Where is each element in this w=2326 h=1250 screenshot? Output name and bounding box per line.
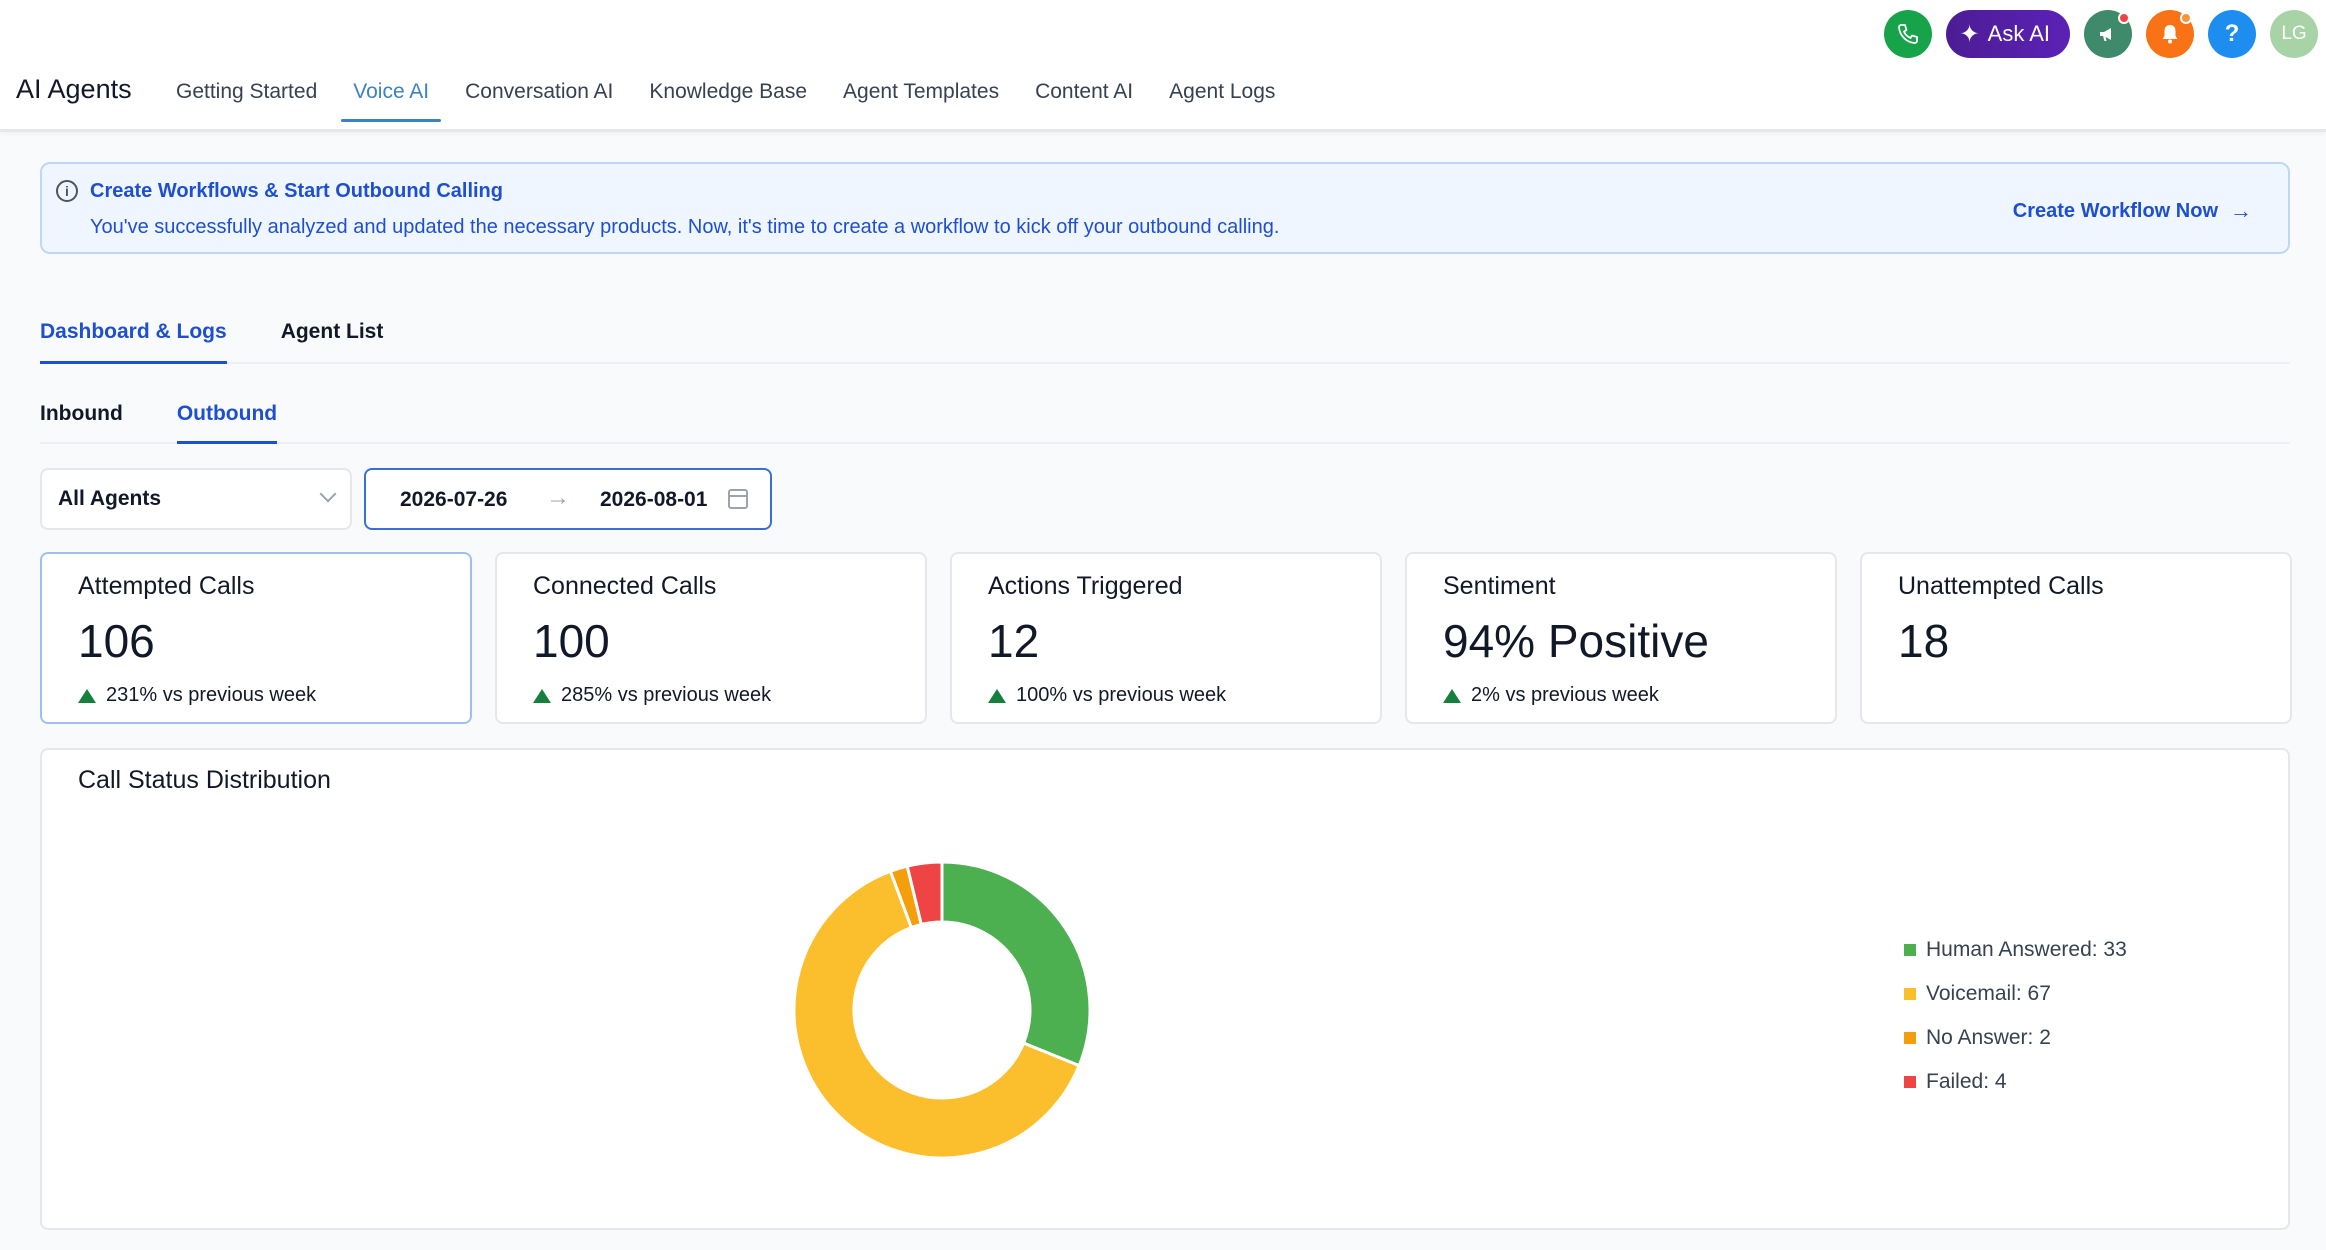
top-bar: AI Agents Getting Started Voice AI Conve… — [0, 0, 2326, 132]
donut-slice-human-answered[interactable] — [940, 860, 1092, 1068]
stat-value: 18 — [1898, 615, 1950, 667]
stat-delta: 2% vs previous week — [1443, 684, 1659, 707]
stat-label: Actions Triggered — [988, 572, 1183, 600]
info-banner: i Create Workflows & Start Outbound Call… — [40, 162, 2290, 254]
banner-title: Create Workflows & Start Outbound Callin… — [90, 180, 503, 202]
nav-conversation-ai[interactable]: Conversation AI — [465, 80, 614, 103]
trend-up-icon — [988, 688, 1006, 703]
stat-delta: 100% vs previous week — [988, 684, 1226, 707]
nav-content-ai[interactable]: Content AI — [1035, 80, 1134, 103]
direction-tabs: Inbound Outbound — [40, 382, 2290, 444]
stat-delta-text: 231% vs previous week — [106, 684, 317, 706]
stat-card-sentiment[interactable]: Sentiment 94% Positive 2% vs previous we… — [1405, 552, 1837, 724]
phone-button[interactable] — [1883, 10, 1932, 58]
call-status-chart: Call Status Distribution Human Answered:… — [40, 748, 2290, 1230]
donut-chart — [792, 860, 1092, 1160]
avatar-initials: LG — [2281, 23, 2307, 44]
ask-ai-button[interactable]: ✦ Ask AI — [1945, 10, 2070, 58]
chart-title: Call Status Distribution — [78, 766, 331, 794]
main-nav: Getting Started Voice AI Conversation AI… — [160, 66, 1295, 122]
phone-icon — [1897, 24, 1918, 44]
notification-dot — [2118, 12, 2130, 24]
create-workflow-label: Create Workflow Now — [2012, 199, 2218, 222]
tab-outbound[interactable]: Outbound — [176, 382, 278, 444]
stat-delta-text: 285% vs previous week — [561, 684, 772, 706]
avatar[interactable]: LG — [2270, 10, 2318, 58]
legend-label: Failed: 4 — [1926, 1070, 2007, 1093]
donut-slice-voicemail[interactable] — [792, 869, 1082, 1160]
legend-label: Voicemail: 67 — [1926, 982, 2051, 1005]
stat-card-connected-calls[interactable]: Connected Calls 100 285% vs previous wee… — [495, 552, 927, 724]
main-tabs: Dashboard & Logs Agent List — [40, 300, 2290, 364]
nav-agent-templates[interactable]: Agent Templates — [843, 80, 1000, 103]
stat-label: Unattempted Calls — [1898, 572, 2104, 600]
legend-item-voicemail[interactable]: Voicemail: 67 — [1904, 972, 2127, 1016]
trend-up-icon — [78, 688, 96, 703]
stat-delta-text: 100% vs previous week — [1016, 684, 1227, 706]
stat-label: Connected Calls — [533, 572, 717, 600]
agent-select[interactable]: All Agents — [40, 468, 352, 530]
stat-label: Sentiment — [1443, 572, 1556, 600]
nav-knowledge-base[interactable]: Knowledge Base — [649, 80, 808, 103]
stat-value: 100 — [533, 615, 610, 667]
app-title: AI Agents — [16, 74, 132, 104]
legend-label: No Answer: 2 — [1926, 1026, 2051, 1049]
legend-swatch — [1904, 1076, 1916, 1088]
legend-swatch — [1904, 988, 1916, 1000]
date-range-picker[interactable]: 2026-07-26 → 2026-08-01 — [364, 468, 772, 530]
legend-item-failed[interactable]: Failed: 4 — [1904, 1060, 2127, 1104]
bell-icon — [2162, 25, 2178, 44]
nav-getting-started[interactable]: Getting Started — [176, 80, 318, 103]
notifications-button[interactable] — [2146, 10, 2194, 58]
nav-voice-ai[interactable]: Voice AI — [337, 66, 445, 122]
banner-text: You've successfully analyzed and updated… — [90, 216, 1280, 238]
stat-value: 94% Positive — [1443, 615, 1709, 667]
legend-item-human-answered[interactable]: Human Answered: 33 — [1904, 928, 2127, 972]
trend-up-icon — [1443, 688, 1461, 703]
sparkle-icon: ✦ — [1959, 20, 1980, 48]
tab-dashboard-logs[interactable]: Dashboard & Logs — [40, 300, 227, 364]
create-workflow-link[interactable]: Create Workflow Now → — [2013, 198, 2252, 224]
chart-legend: Human Answered: 33 Voicemail: 67 No Answer… — [1904, 928, 2127, 1104]
date-end[interactable]: 2026-08-01 — [600, 488, 708, 511]
chevron-down-icon — [319, 485, 337, 503]
date-start[interactable]: 2026-07-26 — [400, 488, 508, 511]
megaphone-icon — [2100, 28, 2111, 41]
arrow-right-icon: → — [2230, 198, 2252, 223]
stat-value: 12 — [988, 615, 1040, 667]
donut-slice-failed[interactable] — [905, 860, 944, 927]
arrow-right-icon: → — [546, 484, 570, 511]
stat-delta: 285% vs previous week — [533, 684, 771, 707]
nav-agent-logs[interactable]: Agent Logs — [1169, 80, 1276, 103]
tab-inbound[interactable]: Inbound — [40, 402, 123, 425]
stat-label: Attempted Calls — [78, 572, 255, 600]
announcements-button[interactable] — [2084, 10, 2132, 58]
legend-swatch — [1904, 1032, 1916, 1044]
trend-up-icon — [533, 688, 551, 703]
stat-cards: Attempted Calls 106 231% vs previous wee… — [40, 552, 2292, 724]
stat-delta-text: 2% vs previous week — [1471, 684, 1659, 706]
ask-ai-label: Ask AI — [1987, 21, 2050, 46]
legend-swatch — [1904, 944, 1916, 956]
legend-label: Human Answered: 33 — [1926, 938, 2127, 961]
notification-dot — [2180, 12, 2192, 24]
stat-card-actions-triggered[interactable]: Actions Triggered 12 100% vs previous we… — [950, 552, 1382, 724]
stat-delta: 231% vs previous week — [78, 684, 316, 707]
help-button[interactable]: ? — [2208, 10, 2256, 58]
help-icon: ? — [2224, 20, 2240, 47]
info-icon: i — [56, 180, 78, 202]
stat-value: 106 — [78, 615, 155, 667]
agent-select-value: All Agents — [58, 487, 162, 510]
stat-card-attempted-calls[interactable]: Attempted Calls 106 231% vs previous wee… — [40, 552, 472, 724]
legend-item-no-answer[interactable]: No Answer: 2 — [1904, 1016, 2127, 1060]
top-actions: ✦ Ask AI ? LG — [1870, 10, 2318, 58]
tab-agent-list[interactable]: Agent List — [280, 320, 384, 343]
calendar-icon[interactable] — [728, 489, 748, 509]
stat-card-unattempted-calls[interactable]: Unattempted Calls 18 — [1860, 552, 2292, 724]
